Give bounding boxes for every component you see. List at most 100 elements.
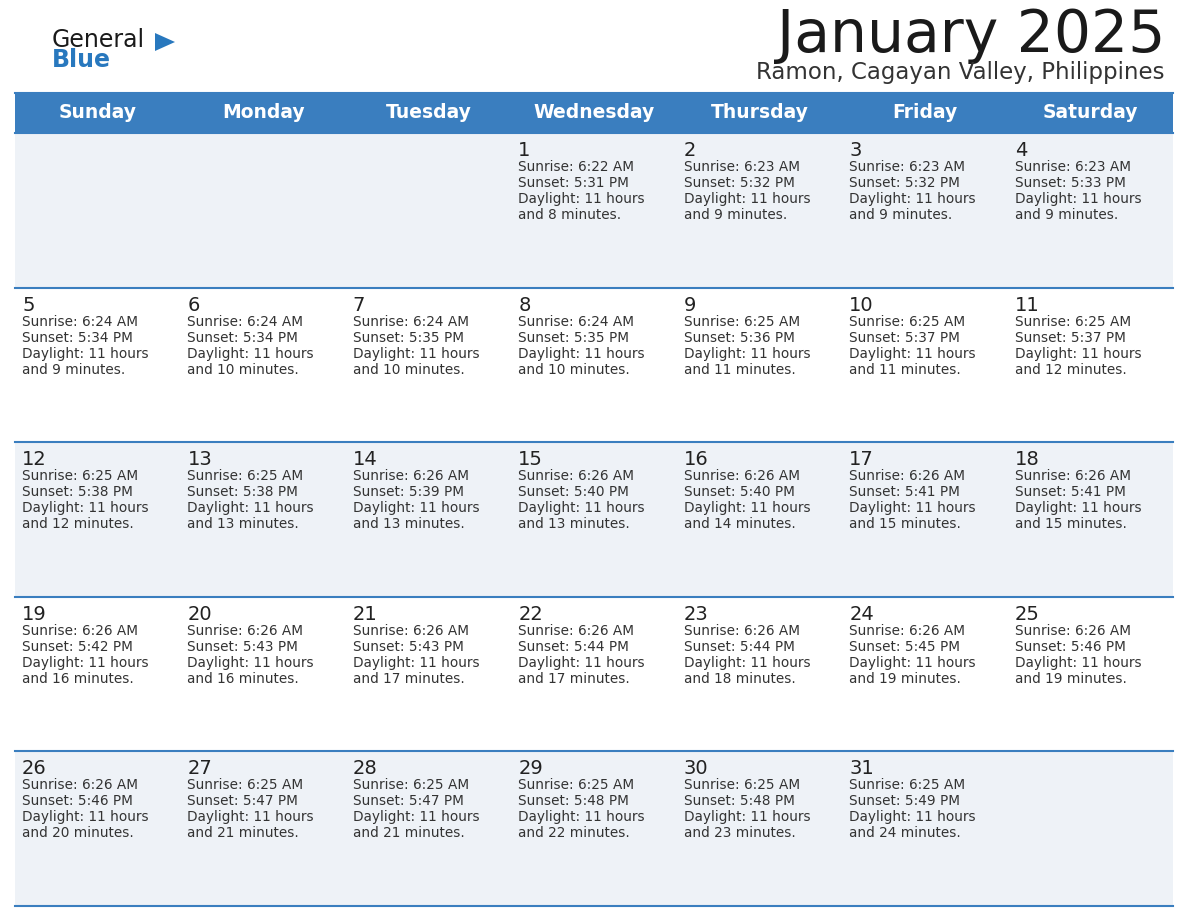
Text: Sunset: 5:46 PM: Sunset: 5:46 PM <box>1015 640 1125 654</box>
Text: Daylight: 11 hours: Daylight: 11 hours <box>1015 192 1142 206</box>
Text: and 17 minutes.: and 17 minutes. <box>353 672 465 686</box>
Text: 22: 22 <box>518 605 543 624</box>
Text: Sunrise: 6:25 AM: Sunrise: 6:25 AM <box>684 315 800 329</box>
Text: Sunset: 5:45 PM: Sunset: 5:45 PM <box>849 640 960 654</box>
Text: and 10 minutes.: and 10 minutes. <box>353 363 465 376</box>
Text: Sunset: 5:44 PM: Sunset: 5:44 PM <box>684 640 795 654</box>
Text: Sunset: 5:38 PM: Sunset: 5:38 PM <box>188 486 298 499</box>
Text: Sunset: 5:31 PM: Sunset: 5:31 PM <box>518 176 630 190</box>
Text: Daylight: 11 hours: Daylight: 11 hours <box>1015 655 1142 670</box>
Text: and 16 minutes.: and 16 minutes. <box>188 672 299 686</box>
Text: Sunset: 5:40 PM: Sunset: 5:40 PM <box>684 486 795 499</box>
Text: and 10 minutes.: and 10 minutes. <box>188 363 299 376</box>
Text: Wednesday: Wednesday <box>533 104 655 122</box>
Text: Sunset: 5:34 PM: Sunset: 5:34 PM <box>23 330 133 344</box>
Text: Sunrise: 6:25 AM: Sunrise: 6:25 AM <box>849 315 966 329</box>
Text: Sunrise: 6:26 AM: Sunrise: 6:26 AM <box>23 778 138 792</box>
Text: Daylight: 11 hours: Daylight: 11 hours <box>849 501 975 515</box>
Text: and 22 minutes.: and 22 minutes. <box>518 826 630 840</box>
Text: Sunset: 5:48 PM: Sunset: 5:48 PM <box>518 794 630 809</box>
Text: 25: 25 <box>1015 605 1040 624</box>
Text: Sunrise: 6:26 AM: Sunrise: 6:26 AM <box>23 624 138 638</box>
Text: Daylight: 11 hours: Daylight: 11 hours <box>684 811 810 824</box>
Text: Daylight: 11 hours: Daylight: 11 hours <box>684 501 810 515</box>
Text: Sunset: 5:40 PM: Sunset: 5:40 PM <box>518 486 630 499</box>
Text: 13: 13 <box>188 450 213 469</box>
Text: and 9 minutes.: and 9 minutes. <box>684 208 786 222</box>
Text: Daylight: 11 hours: Daylight: 11 hours <box>518 347 645 361</box>
Text: 7: 7 <box>353 296 365 315</box>
Text: Sunrise: 6:25 AM: Sunrise: 6:25 AM <box>518 778 634 792</box>
Text: Sunset: 5:34 PM: Sunset: 5:34 PM <box>188 330 298 344</box>
Text: Sunset: 5:39 PM: Sunset: 5:39 PM <box>353 486 463 499</box>
Text: 29: 29 <box>518 759 543 778</box>
Text: Daylight: 11 hours: Daylight: 11 hours <box>849 192 975 206</box>
Text: January 2025: January 2025 <box>777 7 1165 64</box>
Text: Sunset: 5:37 PM: Sunset: 5:37 PM <box>849 330 960 344</box>
Text: Sunset: 5:36 PM: Sunset: 5:36 PM <box>684 330 795 344</box>
Text: Sunrise: 6:26 AM: Sunrise: 6:26 AM <box>849 469 965 483</box>
Text: 3: 3 <box>849 141 861 160</box>
Text: Daylight: 11 hours: Daylight: 11 hours <box>684 655 810 670</box>
Text: and 9 minutes.: and 9 minutes. <box>23 363 125 376</box>
Text: Sunset: 5:43 PM: Sunset: 5:43 PM <box>353 640 463 654</box>
Text: Daylight: 11 hours: Daylight: 11 hours <box>23 655 148 670</box>
Text: Sunset: 5:48 PM: Sunset: 5:48 PM <box>684 794 795 809</box>
Text: 20: 20 <box>188 605 211 624</box>
Text: Sunset: 5:41 PM: Sunset: 5:41 PM <box>1015 486 1125 499</box>
Text: and 24 minutes.: and 24 minutes. <box>849 826 961 840</box>
Text: and 21 minutes.: and 21 minutes. <box>353 826 465 840</box>
Text: Sunrise: 6:23 AM: Sunrise: 6:23 AM <box>1015 160 1131 174</box>
Text: Daylight: 11 hours: Daylight: 11 hours <box>188 655 314 670</box>
Text: 30: 30 <box>684 759 708 778</box>
Text: and 9 minutes.: and 9 minutes. <box>849 208 953 222</box>
Text: Sunrise: 6:23 AM: Sunrise: 6:23 AM <box>684 160 800 174</box>
Text: and 19 minutes.: and 19 minutes. <box>1015 672 1126 686</box>
Text: Daylight: 11 hours: Daylight: 11 hours <box>1015 501 1142 515</box>
Text: and 13 minutes.: and 13 minutes. <box>188 517 299 532</box>
Text: 18: 18 <box>1015 450 1040 469</box>
Text: Sunset: 5:47 PM: Sunset: 5:47 PM <box>353 794 463 809</box>
Text: and 14 minutes.: and 14 minutes. <box>684 517 796 532</box>
Text: Saturday: Saturday <box>1043 104 1138 122</box>
Text: Daylight: 11 hours: Daylight: 11 hours <box>518 501 645 515</box>
Text: Sunrise: 6:26 AM: Sunrise: 6:26 AM <box>849 624 965 638</box>
Text: 26: 26 <box>23 759 46 778</box>
Text: Daylight: 11 hours: Daylight: 11 hours <box>23 501 148 515</box>
Text: Sunrise: 6:24 AM: Sunrise: 6:24 AM <box>23 315 138 329</box>
Text: Daylight: 11 hours: Daylight: 11 hours <box>353 655 480 670</box>
Text: Sunset: 5:32 PM: Sunset: 5:32 PM <box>849 176 960 190</box>
Text: 11: 11 <box>1015 296 1040 315</box>
Text: and 11 minutes.: and 11 minutes. <box>684 363 796 376</box>
Text: Sunrise: 6:23 AM: Sunrise: 6:23 AM <box>849 160 965 174</box>
Text: Sunrise: 6:25 AM: Sunrise: 6:25 AM <box>849 778 966 792</box>
Bar <box>842 93 1007 133</box>
Text: 9: 9 <box>684 296 696 315</box>
Text: Sunset: 5:37 PM: Sunset: 5:37 PM <box>1015 330 1125 344</box>
Text: Sunset: 5:35 PM: Sunset: 5:35 PM <box>353 330 463 344</box>
Text: Daylight: 11 hours: Daylight: 11 hours <box>188 347 314 361</box>
Text: Sunrise: 6:25 AM: Sunrise: 6:25 AM <box>1015 315 1131 329</box>
Text: Sunset: 5:46 PM: Sunset: 5:46 PM <box>23 794 133 809</box>
Text: 4: 4 <box>1015 141 1026 160</box>
Text: 6: 6 <box>188 296 200 315</box>
Text: Daylight: 11 hours: Daylight: 11 hours <box>684 192 810 206</box>
Text: 15: 15 <box>518 450 543 469</box>
Text: and 11 minutes.: and 11 minutes. <box>849 363 961 376</box>
Text: Sunrise: 6:25 AM: Sunrise: 6:25 AM <box>188 778 304 792</box>
Text: Daylight: 11 hours: Daylight: 11 hours <box>849 811 975 824</box>
Text: Sunrise: 6:24 AM: Sunrise: 6:24 AM <box>353 315 469 329</box>
Text: Sunrise: 6:26 AM: Sunrise: 6:26 AM <box>188 624 303 638</box>
Text: Sunrise: 6:26 AM: Sunrise: 6:26 AM <box>518 624 634 638</box>
Text: and 15 minutes.: and 15 minutes. <box>849 517 961 532</box>
Text: and 16 minutes.: and 16 minutes. <box>23 672 134 686</box>
Text: Sunrise: 6:26 AM: Sunrise: 6:26 AM <box>684 469 800 483</box>
Text: and 12 minutes.: and 12 minutes. <box>23 517 134 532</box>
Text: and 15 minutes.: and 15 minutes. <box>1015 517 1126 532</box>
Text: 8: 8 <box>518 296 531 315</box>
Text: 21: 21 <box>353 605 378 624</box>
Text: 23: 23 <box>684 605 708 624</box>
Text: Blue: Blue <box>52 48 110 72</box>
Text: 14: 14 <box>353 450 378 469</box>
Text: Sunset: 5:44 PM: Sunset: 5:44 PM <box>518 640 630 654</box>
